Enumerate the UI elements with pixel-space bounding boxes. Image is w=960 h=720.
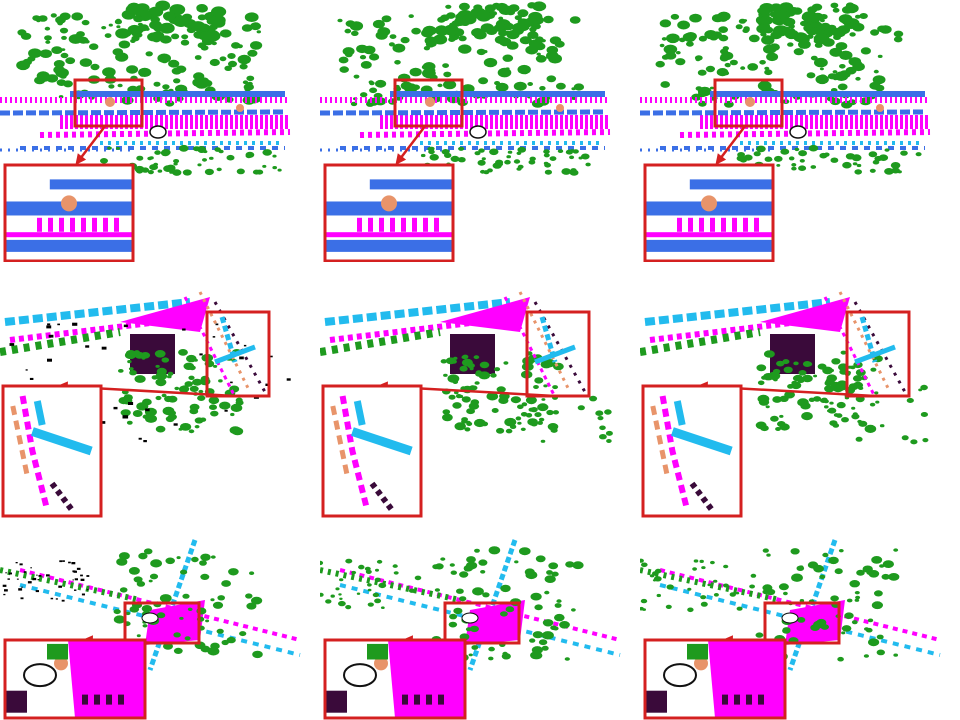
zoom-arrow <box>399 125 427 160</box>
panel-intersection-scene-1-col1 <box>0 262 318 530</box>
highlight-box <box>443 601 521 645</box>
highlight-box <box>73 78 144 128</box>
highlight-box <box>763 601 841 645</box>
point-cloud-view <box>320 539 621 720</box>
segmented-point-cloud <box>0 291 291 518</box>
point-cloud-view <box>320 1 611 262</box>
point-cloud-view <box>640 2 931 262</box>
segmented-point-cloud <box>320 539 621 720</box>
segmented-point-cloud <box>320 1 611 262</box>
segmented-point-cloud <box>640 291 929 518</box>
panel-street-scene-col3 <box>640 0 958 262</box>
point-cloud-view <box>640 539 941 720</box>
arrow-head <box>395 153 407 165</box>
zoom-inset <box>323 163 455 262</box>
segmented-point-cloud <box>0 539 301 720</box>
zoom-inset <box>641 384 743 518</box>
highlight-box <box>845 310 911 398</box>
point-cloud-view <box>0 0 291 262</box>
panel-intersection-scene-2-col1 <box>0 530 318 720</box>
zoom-inset <box>3 638 147 720</box>
zoom-inset <box>643 638 787 720</box>
zoom-inset <box>3 163 135 262</box>
zoom-inset <box>643 163 775 262</box>
zoom-inset <box>321 384 423 518</box>
segmented-point-cloud <box>320 291 613 518</box>
highlight-box <box>525 310 591 398</box>
segmented-point-cloud <box>640 539 941 720</box>
zoom-inset <box>1 384 103 518</box>
panel-intersection-scene-1-col3 <box>640 262 958 530</box>
arrow-head <box>715 153 727 165</box>
highlight-box <box>393 78 464 128</box>
panel-street-scene-col2 <box>320 0 638 262</box>
arrow-head <box>75 153 87 165</box>
point-cloud-view <box>320 291 613 518</box>
point-cloud-view <box>0 291 291 518</box>
highlight-box <box>205 310 271 398</box>
point-cloud-view <box>0 539 301 720</box>
highlight-box <box>713 78 784 128</box>
zoom-inset <box>323 638 467 720</box>
panel-intersection-scene-2-col3 <box>640 530 958 720</box>
point-cloud-view <box>640 291 929 518</box>
segmented-point-cloud <box>640 2 931 262</box>
panel-intersection-scene-2-col2 <box>320 530 638 720</box>
segmented-point-cloud <box>0 0 291 262</box>
zoom-arrow <box>719 125 747 160</box>
panel-intersection-scene-1-col2 <box>320 262 638 530</box>
panel-street-scene-col1 <box>0 0 318 262</box>
highlight-box <box>123 601 201 645</box>
zoom-arrow <box>79 125 107 160</box>
